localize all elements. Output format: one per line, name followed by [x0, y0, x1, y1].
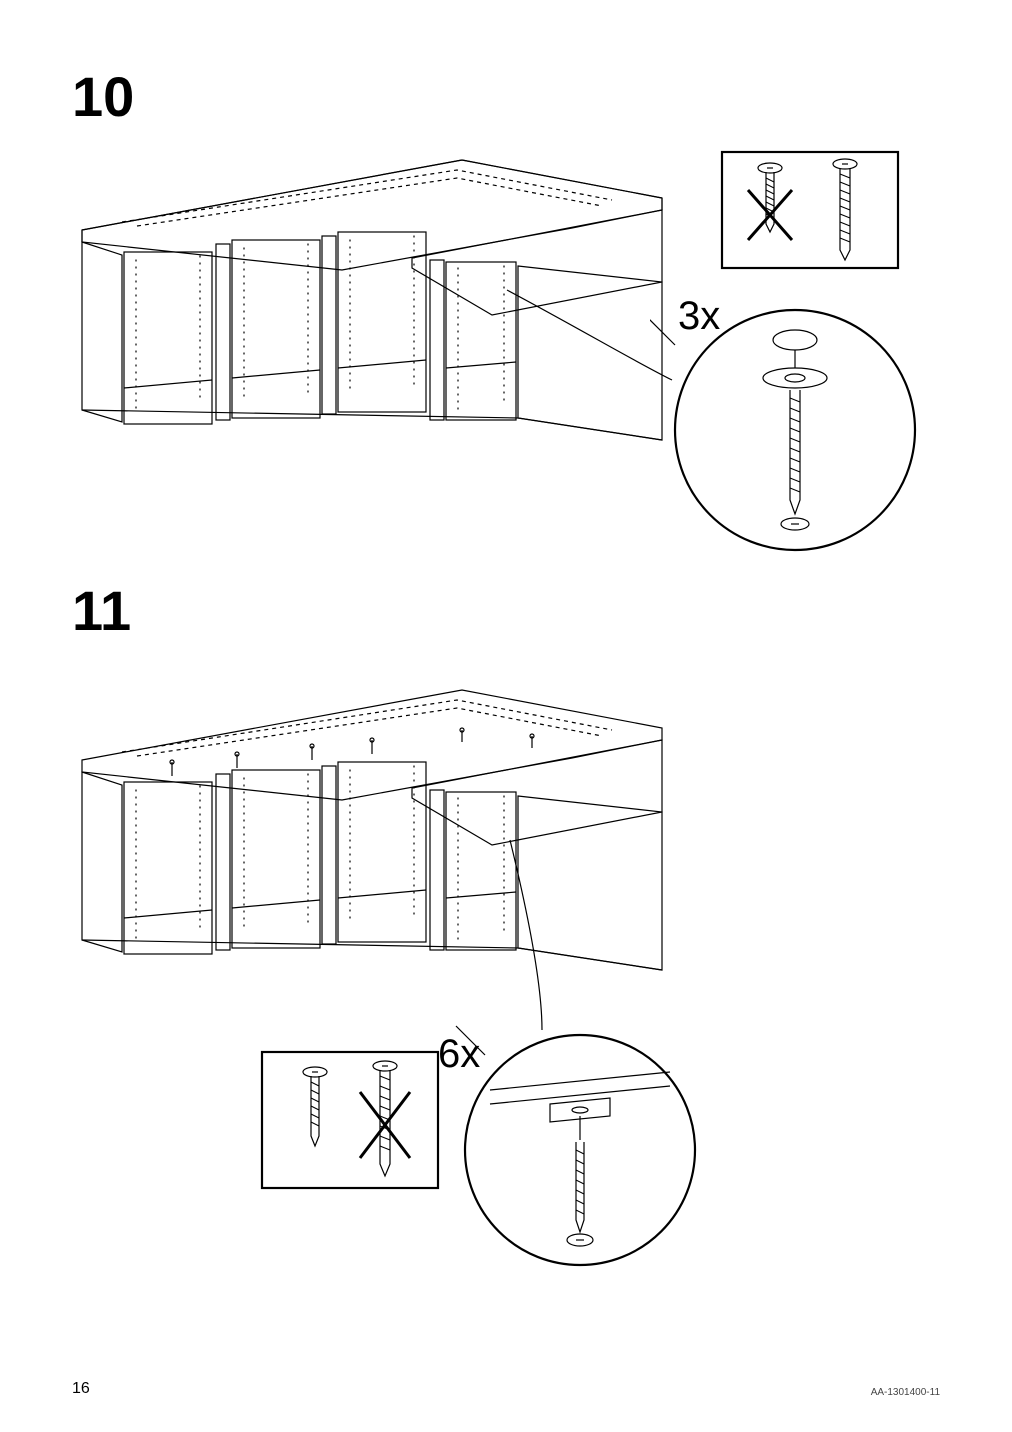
step-number-11: 11 [72, 578, 131, 643]
page-number: 16 [72, 1380, 90, 1398]
screw-choice-step-10 [720, 150, 900, 270]
step-number-10: 10 [72, 64, 134, 129]
assembly-page: 10 11 3x 6x 16 AA-1301400-11 [0, 0, 1012, 1432]
document-id: AA-1301400-11 [871, 1387, 940, 1398]
screw-choice-step-11 [260, 1050, 440, 1190]
diagram-step-10 [62, 140, 702, 520]
detail-circle-step-11 [450, 1020, 710, 1310]
diagram-step-11 [62, 670, 702, 1050]
detail-circle-step-10 [650, 290, 920, 580]
